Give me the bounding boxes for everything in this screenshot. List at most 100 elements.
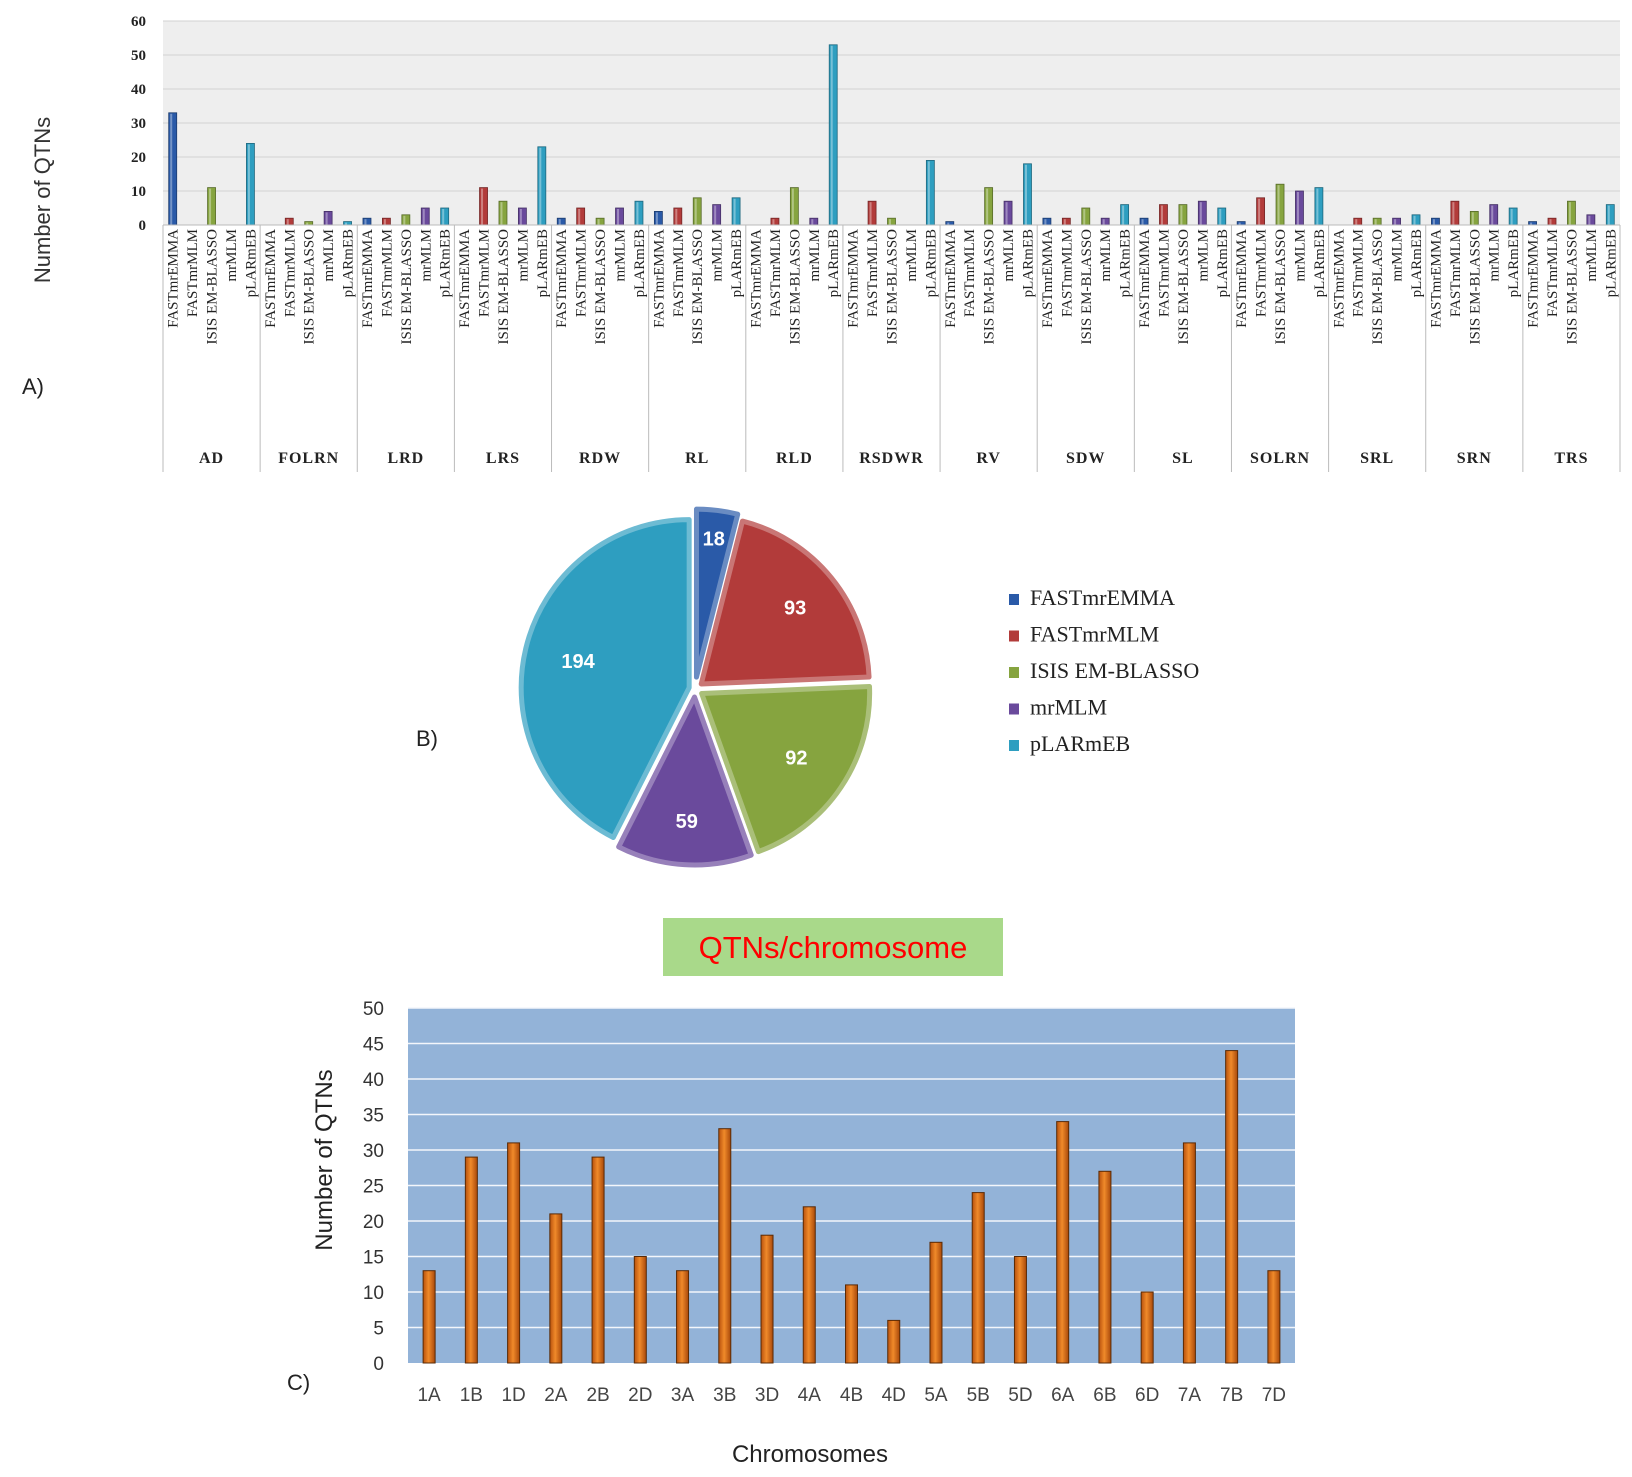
chart-a-bar-highlight [772,219,775,225]
chart-a-bar [304,221,314,226]
chart-c-x-tick-label: 6A [1051,1385,1075,1406]
chart-b-slice-label: 194 [561,651,595,673]
chart-a-method-label: FASTmrMLM [1351,229,1367,317]
chart-a-method-label: FASTmrEMMA [943,229,959,328]
chart-a-bar-highlight [617,209,620,225]
chart-a-method-label: FASTmrEMMA [1526,229,1542,328]
chart-c-y-tick-label: 10 [363,1283,384,1304]
chart-a-method-label: ISIS EM-BLASSO [205,229,221,345]
chart-a-bar [1100,217,1110,226]
chart-a-x-labels: FASTmrEMMA FASTmrMLM ISIS EM-BLASSO mrMLM pL… [162,224,1621,472]
chart-a-bar-highlight [1471,212,1474,225]
chart-c-x-axis-label: Chromosomes [732,1441,888,1468]
chart-a-bar-highlight [1258,198,1261,225]
chart-a-bar-highlight [1530,222,1533,225]
chart-b-legend: FASTmrEMMA FASTmrMLM ISIS EM-BLASSO mrMLM pL… [1009,585,1199,756]
chart-a-bar [1567,200,1576,226]
chart-c-bar [549,1213,563,1364]
chart-a-method-label: FASTmrEMMA [360,229,376,328]
chart-a-method-label: mrMLM [515,229,531,282]
chart-a-bar-highlight [889,219,891,225]
chart-a-method-label: FASTmrEMMA [1040,229,1056,328]
chart-a-method-label: ISIS EM-BLASSO [1467,229,1483,345]
chart-a-method-label: ISIS EM-BLASSO [1176,229,1192,345]
panel-label-a: A) [22,374,44,399]
chart-a-method-label: pLARmEB [1118,229,1134,297]
chart-a-method-label: FASTmrEMMA [749,229,765,328]
chart-a-group-label: RLD [776,450,813,467]
chart-a-bar-highlight [1044,219,1047,225]
chart-c-x-tick-label: 5A [924,1385,948,1406]
chart-c-y-axis-label: Number of QTNs [311,1069,338,1250]
chart-a-bar [556,217,566,226]
chart-c-bars [422,1050,1281,1364]
chart-a-bar-highlight [247,144,250,225]
chart-a-bar [595,217,605,226]
chart-a-y-tick-label: 30 [131,116,146,132]
chart-a-bar-highlight [869,202,872,225]
chart-a-bar [1042,217,1052,226]
chart-c-bar [422,1270,436,1364]
chart-a-bar [246,142,255,226]
chart-c-y-tick-label: 50 [363,999,384,1020]
chart-a-bar-highlight [1122,205,1125,225]
chart-a-method-label: pLARmEB [438,229,454,297]
chart-a-method-label: mrMLM [904,229,920,282]
chart-a-method-label: pLARmEB [1409,229,1425,297]
chart-a-y-axis-label: Number of QTNs [30,117,55,283]
chart-a-bar-highlight [1394,219,1397,225]
chart-a-bar [1256,197,1266,226]
chart-a-bar [1081,207,1091,226]
chart-a-bar [1431,217,1440,226]
chart-b-legend-swatch [1009,630,1019,642]
chart-c-y-ticks: 0 5 10 15 20 25 30 35 40 45 50 [363,999,384,1375]
chart-a-method-label: FASTmrMLM [574,229,590,317]
chart-a-bar [498,200,508,226]
chart-b-pie-slice [699,684,873,855]
chart-a-bar-highlight [986,188,989,225]
chart-a-bar [1295,190,1304,226]
chart-a-method-label: FASTmrMLM [1545,229,1561,317]
chart-a-bar-highlight [1024,164,1027,225]
chart-b-pie-slice [693,506,741,680]
chart-c-x-tick-label: 3D [755,1385,779,1406]
chart-c-x-tick-label: 6D [1135,1385,1159,1406]
chart-a-group-label: FOLRN [278,450,339,467]
chart-a-bar-highlight [500,202,503,225]
chart-a-bar-highlight [927,161,930,225]
chart-a-bar [1547,217,1557,226]
chart-a-bar [634,200,644,226]
chart-a-bar-highlight [1199,202,1202,225]
chart-a-bar [1314,187,1324,226]
chart-c-bar [1013,1256,1027,1364]
chart-a-method-label: FASTmrEMMA [1234,229,1250,328]
chart-a-bar [1508,207,1518,226]
chart-b-slice-label: 18 [703,529,725,551]
chart-a-bar [1120,204,1130,226]
chart-c-bar [760,1234,774,1364]
chart-a-bar [1411,214,1421,226]
chart-a-bar-highlight [1607,205,1610,225]
chart-a-bar [420,207,430,226]
chart-c-x-tick-label: 4D [882,1385,906,1406]
chart-c-bar [802,1206,816,1364]
chart-a-bar [479,187,488,226]
chart-a-method-label: ISIS EM-BLASSO [885,229,901,345]
chart-c-bar [1056,1121,1070,1364]
chart-a-y-tick-label: 60 [131,14,146,30]
chart-c-x-tick-label: 6B [1093,1385,1116,1406]
chart-c-x-tick-label: 5B [967,1385,990,1406]
chart-a-group-label: SRL [1360,450,1394,467]
chart-a-method-label: pLARmEB [729,229,745,297]
chart-a-method-label: mrMLM [807,229,823,282]
chart-c-bar [591,1156,605,1364]
chart-a-method-label: ISIS EM-BLASSO [1370,229,1386,345]
chart-a-y-tick-label: 40 [131,82,146,98]
chart-c-bar [676,1270,690,1364]
chart-a-group-label: LRD [387,450,424,467]
chart-a-method-label: mrMLM [224,229,240,282]
chart-a-bar [867,200,877,226]
chart-c-bar [1267,1270,1281,1364]
